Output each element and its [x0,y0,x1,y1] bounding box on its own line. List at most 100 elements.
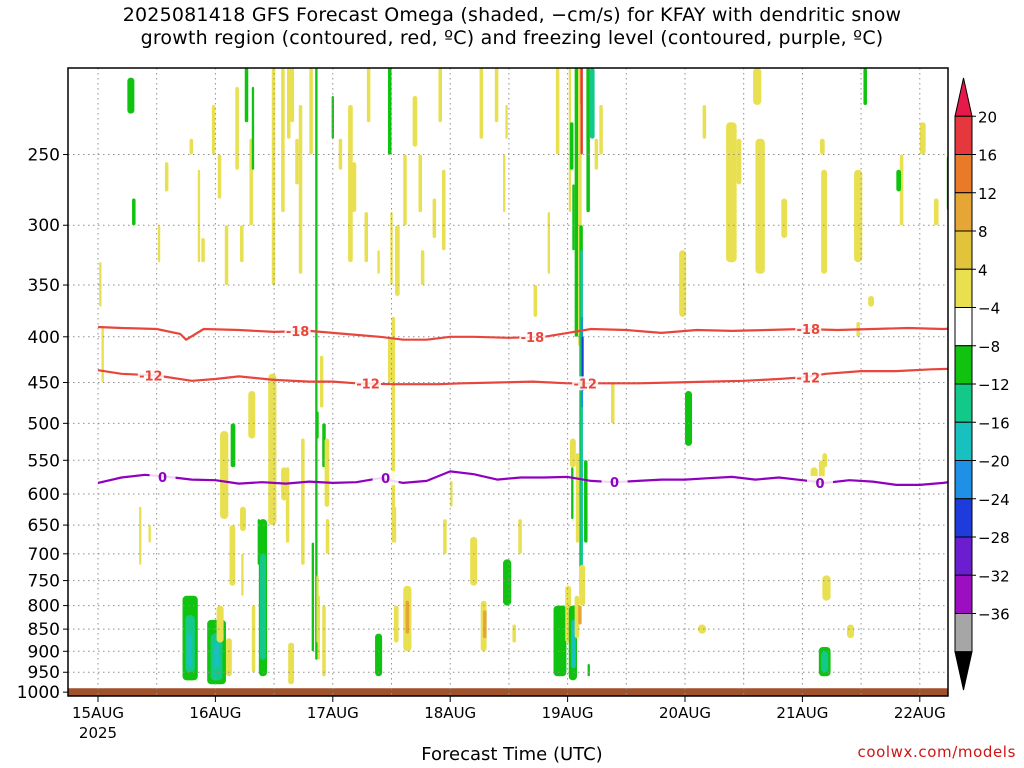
colorbar-segment [954,345,973,385]
colorbar-segment [954,307,973,347]
omega-shade-region [189,138,194,155]
omega-shade-region [470,536,478,586]
omega-shade-region [127,77,135,114]
contour-label-bg [284,323,311,338]
colorbar-label: 16 [978,147,997,165]
x-tick-label: 16AUG [189,704,241,722]
omega-shade-region [443,519,447,554]
contour-label-bg [519,329,546,344]
omega-shade-region [412,96,418,147]
omega-shade-region [251,605,256,673]
y-tick-label: 700 [28,545,60,565]
omega-shade-region [821,169,828,274]
ground-band [68,688,948,696]
contour-label: -12 [356,377,380,392]
omega-shade-region [847,624,855,639]
omega-shade-region [366,68,371,123]
omega-shade-region [518,519,522,554]
y-tick-label: 600 [28,485,60,505]
omega-shade-region [244,68,249,123]
colorbar-label: −24 [978,491,1010,509]
contour-label: -18 [286,325,310,340]
omega-shade-region [594,138,599,170]
y-tick-label: 650 [28,516,60,536]
omega-shade-region [391,316,396,543]
omega-shade-region [230,423,236,468]
omega-shade-region [403,154,407,226]
omega-shade-region [868,295,875,307]
omega-shade-region [584,460,588,543]
omega-shade-region [201,237,205,263]
colorbar-segment [954,115,973,155]
omega-shade-region [441,169,446,251]
omega-shade-region [351,162,357,213]
omega-shade-region [324,438,330,507]
contour-label-bg [601,475,628,490]
omega-shade-region [235,86,239,170]
omega-shade-region [555,68,560,155]
omega-shade-region [574,68,579,337]
omega-shade-region [854,169,863,263]
omega-shade-region [418,154,423,213]
omega-shade-region [241,553,244,596]
chart-title-line2: growth region (contoured, red, ºC) and f… [140,27,884,49]
omega-shade-region [572,184,575,251]
contour-line [97,325,948,341]
omega-shade-region [505,104,508,139]
y-tick-label: 450 [28,373,60,393]
contour-label-bg [572,376,599,391]
omega-shade-region [438,68,442,123]
omega-shade-region [377,250,380,274]
omega-shade-region [822,575,831,601]
contour-line [97,470,948,486]
omega-shade-region [395,225,400,296]
omega-shade-region [240,225,244,263]
omega-shade-region [781,198,788,238]
omega-shade-region [248,391,256,439]
omega-shade-region [702,104,707,139]
colorbar-segment [954,498,973,538]
omega-shade-region [420,250,425,286]
omega-shade-region [211,104,216,155]
omega-shade-region [387,336,392,383]
omega-shade-region [251,86,255,170]
contour-label: -12 [797,371,821,386]
x-tick-label: 18AUG [424,704,476,722]
colorbar-segment [954,536,973,576]
omega-shade-region [933,198,939,226]
y-tick-label: 550 [28,451,60,471]
omega-shade-region [579,564,586,606]
colorbar-segment [954,613,973,653]
omega-shade-region [187,633,192,669]
colorbar-segment [954,268,973,308]
colorbar-label: −4 [978,300,1000,318]
omega-shade-region [587,663,590,677]
omega-shade-region [736,138,742,185]
omega-shade-region [225,638,232,677]
omega-shade-region [197,169,201,263]
omega-shade-region [586,68,590,213]
omega-shade-region [288,642,295,685]
colorbar-bottom-arrow [954,651,973,691]
contour-line [97,367,948,386]
omega-shade-region [479,68,484,139]
omega-shade-region [217,154,222,199]
omega-shade-region [157,225,161,263]
contour-label: -12 [139,370,163,385]
omega-shade-region [679,250,687,317]
x-tick-label: 17AUG [307,704,359,722]
y-tick-label: 900 [28,642,60,662]
omega-shade-region [547,212,550,274]
omega-shade-region [820,138,825,155]
omega-shade-region [325,519,330,554]
x-tick-label: 22AUG [894,704,946,722]
colorbar-label: 20 [978,108,997,126]
y-tick-label: 350 [28,276,60,296]
omega-shade-region [503,559,512,606]
omega-shade-region [298,104,303,274]
contour-label-bg [795,370,822,385]
contour-label: -18 [797,323,821,338]
omega-shade-region [260,553,266,660]
colorbar-label: −36 [978,606,1010,624]
omega-shade-region [553,605,567,677]
